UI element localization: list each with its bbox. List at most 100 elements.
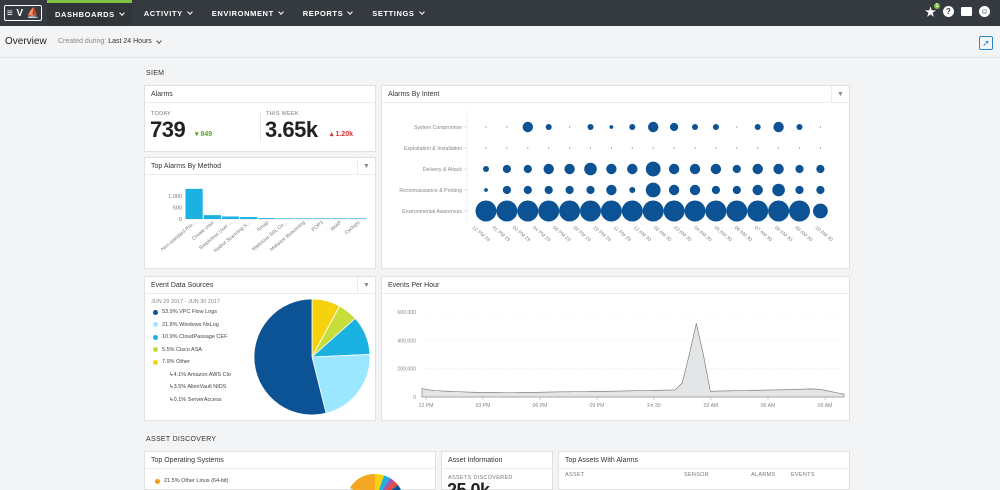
bubble[interactable]: [726, 200, 748, 222]
bubble[interactable]: [621, 200, 643, 222]
bar[interactable]: [294, 218, 312, 219]
bubble[interactable]: [732, 164, 741, 174]
bubble[interactable]: [694, 147, 696, 149]
logo[interactable]: ≡ V ⛵: [4, 5, 42, 21]
star-icon[interactable]: ★ 1: [925, 3, 940, 19]
col-asset[interactable]: ASSET: [565, 472, 585, 478]
bubble[interactable]: [645, 161, 661, 177]
bubble[interactable]: [517, 200, 539, 222]
bubble[interactable]: [652, 147, 654, 149]
filter-button[interactable]: ▼: [357, 277, 375, 293]
nav-activity[interactable]: ACTIVITY: [136, 0, 200, 26]
bar[interactable]: [221, 216, 240, 219]
bubble[interactable]: [610, 147, 612, 149]
bubble[interactable]: [768, 200, 790, 222]
bubble[interactable]: [692, 124, 698, 130]
help-icon[interactable]: ?: [943, 6, 954, 17]
bubble[interactable]: [485, 147, 487, 149]
bubble[interactable]: [606, 163, 617, 175]
bubble[interactable]: [715, 147, 717, 149]
bubble[interactable]: [629, 187, 636, 193]
bubble[interactable]: [778, 147, 780, 149]
bubble[interactable]: [506, 147, 508, 149]
bubble[interactable]: [586, 185, 595, 195]
bar[interactable]: [203, 215, 221, 219]
bubble[interactable]: [538, 200, 560, 222]
bubble[interactable]: [673, 147, 675, 149]
bubble[interactable]: [631, 147, 633, 149]
bubble[interactable]: [668, 184, 680, 196]
bubble[interactable]: [523, 164, 532, 174]
bubble[interactable]: [545, 124, 552, 130]
bubble[interactable]: [569, 147, 571, 149]
legend-item[interactable]: 21.8% Windows NxLog: [153, 319, 231, 332]
bubble[interactable]: [670, 122, 679, 132]
bubble[interactable]: [569, 126, 571, 128]
bubble[interactable]: [798, 147, 801, 149]
bubble[interactable]: [796, 124, 803, 130]
legend-item[interactable]: 7.9% Other: [153, 356, 231, 369]
bar[interactable]: [312, 218, 331, 219]
bubble[interactable]: [642, 200, 664, 222]
bubble[interactable]: [589, 147, 592, 149]
bubble[interactable]: [523, 185, 532, 195]
pie-slice[interactable]: [253, 298, 327, 416]
user-icon[interactable]: ☺: [979, 6, 990, 17]
bubble[interactable]: [645, 182, 661, 198]
bubble[interactable]: [711, 185, 720, 195]
bubble[interactable]: [813, 203, 828, 219]
bubble[interactable]: [502, 164, 511, 174]
bubble[interactable]: [496, 200, 518, 222]
bubble[interactable]: [600, 200, 622, 222]
bubble[interactable]: [772, 183, 785, 197]
bubble[interactable]: [684, 200, 706, 222]
bubble[interactable]: [757, 147, 759, 149]
bubble[interactable]: [484, 188, 488, 192]
bubble[interactable]: [819, 147, 821, 149]
bubble[interactable]: [705, 200, 727, 222]
bubble[interactable]: [606, 184, 617, 196]
bubble[interactable]: [663, 200, 685, 222]
bubble[interactable]: [629, 124, 636, 130]
col-sensor[interactable]: SENSOR: [684, 472, 710, 478]
bubble[interactable]: [712, 124, 719, 130]
legend-item[interactable]: 5.5% Cisco ASA: [153, 344, 231, 357]
bubble[interactable]: [752, 163, 763, 175]
nav-settings[interactable]: SETTINGS: [364, 0, 431, 26]
bubble[interactable]: [795, 164, 804, 174]
bar[interactable]: [185, 188, 203, 219]
bubble[interactable]: [648, 121, 659, 133]
bubble[interactable]: [543, 163, 554, 175]
bubble[interactable]: [527, 147, 529, 149]
col-events[interactable]: EVENTS: [791, 472, 815, 478]
bubble[interactable]: [506, 126, 508, 128]
bubble[interactable]: [548, 147, 550, 149]
bubble[interactable]: [475, 200, 497, 222]
bubble[interactable]: [559, 200, 581, 222]
nav-environment[interactable]: ENVIRONMENT: [204, 0, 291, 26]
col-alarms[interactable]: ALARMS: [751, 472, 776, 478]
filter-button[interactable]: ▼: [831, 86, 849, 102]
bubble[interactable]: [565, 185, 574, 195]
bubble[interactable]: [485, 126, 487, 128]
bubble[interactable]: [587, 124, 594, 130]
pie-slice[interactable]: [311, 354, 371, 414]
nav-reports[interactable]: REPORTS: [295, 0, 360, 26]
bar[interactable]: [349, 218, 367, 219]
bar[interactable]: [258, 218, 276, 219]
bubble[interactable]: [544, 185, 553, 195]
bubble[interactable]: [522, 121, 533, 133]
legend-item[interactable]: 10.9% CloudPassage CEF: [153, 331, 231, 344]
bubble[interactable]: [710, 163, 722, 175]
bubble[interactable]: [689, 184, 701, 196]
share-button[interactable]: ➚: [979, 36, 993, 50]
mail-icon[interactable]: [961, 7, 972, 16]
bubble[interactable]: [795, 185, 804, 195]
bubble[interactable]: [564, 163, 575, 175]
bubble[interactable]: [627, 163, 638, 175]
bubble[interactable]: [732, 185, 741, 195]
bubble[interactable]: [483, 166, 489, 172]
time-range-selector[interactable]: Created during: Last 24 Hours: [58, 38, 162, 45]
legend-item[interactable]: 53.9% VPC Flow Logs: [153, 306, 231, 319]
bubble[interactable]: [789, 200, 810, 222]
